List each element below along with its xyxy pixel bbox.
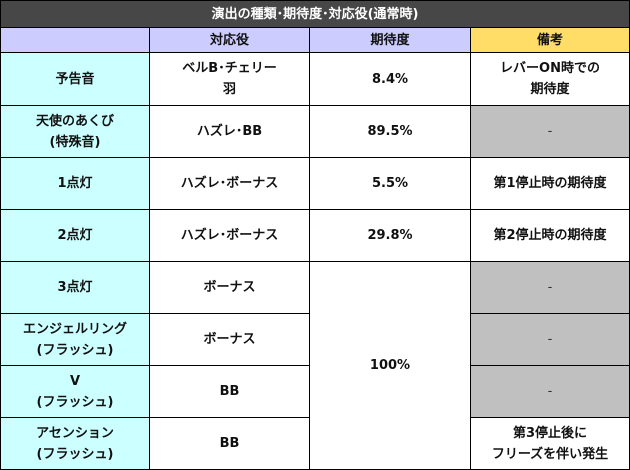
- header-role: 対応役: [149, 27, 310, 53]
- note-cell: 第1停止時の期待度: [469, 157, 630, 210]
- note-cell: 第2停止時の期待度: [469, 209, 630, 262]
- table-row: エンジェルリング (フラッシュ) ボーナス -: [0, 313, 630, 366]
- role-line: ベルB･チェリー: [182, 61, 277, 76]
- header-expectation: 期待度: [309, 27, 471, 53]
- expectation-cell-merged: 100%: [309, 261, 471, 470]
- row-label: アセンション (フラッシュ): [0, 417, 150, 470]
- row-label-line: 2点灯: [57, 228, 93, 243]
- row-label-line: 予告音: [55, 71, 95, 87]
- note-dash: -: [547, 384, 553, 399]
- role-cell: BB: [149, 365, 310, 418]
- header-note: 備考: [469, 27, 630, 53]
- role-cell: ハズレ･BB: [149, 105, 310, 158]
- table-row: 天使のあくび (特殊音) ハズレ･BB 89.5% -: [0, 105, 630, 158]
- row-label-line: エンジェルリング: [22, 321, 127, 337]
- role-line: ボーナス: [203, 280, 256, 295]
- note-dash: -: [547, 124, 553, 139]
- row-label: エンジェルリング (フラッシュ): [0, 313, 150, 366]
- row-label: 1点灯: [0, 157, 150, 210]
- note-cell-empty: -: [469, 261, 630, 314]
- role-line: 羽: [222, 82, 236, 97]
- row-label-line: (フラッシュ): [36, 394, 114, 410]
- table-title: 演出の種類･期待度･対応役(通常時): [0, 0, 630, 28]
- row-label-line: 3点灯: [57, 280, 93, 295]
- role-cell: ボーナス: [149, 313, 310, 366]
- role-cell: ハズレ･ボーナス: [149, 209, 310, 262]
- note-dash: -: [547, 332, 553, 347]
- note-line: 第1停止時の期待度: [493, 176, 607, 191]
- row-label-line: V: [69, 373, 81, 389]
- table-row: 2点灯 ハズレ･ボーナス 29.8% 第2停止時の期待度: [0, 209, 630, 262]
- row-label: V (フラッシュ): [0, 365, 150, 418]
- expectation-cell: 89.5%: [309, 105, 471, 158]
- row-label-line: (特殊音): [49, 134, 101, 150]
- row-label-line: (フラッシュ): [36, 342, 114, 358]
- table-row: アセンション (フラッシュ) BB 第3停止後に フリーズを伴い発生: [0, 417, 630, 470]
- row-label-line: (フラッシュ): [36, 446, 114, 462]
- note-cell-empty: -: [469, 105, 630, 158]
- note-line: 期待度: [530, 82, 570, 97]
- table-row: 1点灯 ハズレ･ボーナス 5.5% 第1停止時の期待度: [0, 157, 630, 210]
- role-cell: ボーナス: [149, 261, 310, 314]
- row-label: 3点灯: [0, 261, 150, 314]
- role-line: ボーナス: [203, 332, 256, 347]
- table-row: 予告音 ベルB･チェリー 羽 8.4% レバーON時での 期待度: [0, 52, 630, 106]
- row-label-line: アセンション: [36, 425, 114, 441]
- note-line: レバーON時での: [500, 61, 600, 76]
- role-line: BB: [219, 436, 240, 451]
- role-line: ハズレ･BB: [196, 124, 263, 139]
- note-line: 第2停止時の期待度: [493, 228, 607, 243]
- header-blank: [0, 27, 150, 53]
- role-line: BB: [219, 384, 240, 399]
- note-dash: -: [547, 280, 553, 295]
- note-cell: 第3停止後に フリーズを伴い発生: [469, 417, 630, 470]
- row-label-line: 天使のあくび: [35, 113, 114, 129]
- role-cell: ハズレ･ボーナス: [149, 157, 310, 210]
- role-line: ハズレ･ボーナス: [180, 176, 279, 191]
- role-cell: BB: [149, 417, 310, 470]
- row-label: 2点灯: [0, 209, 150, 262]
- table-row: V (フラッシュ) BB -: [0, 365, 630, 418]
- table-row: 3点灯 ボーナス 100% -: [0, 261, 630, 470]
- expectation-cell: 29.8%: [309, 209, 471, 262]
- note-cell-empty: -: [469, 365, 630, 418]
- row-label: 予告音: [0, 52, 150, 106]
- note-cell: レバーON時での 期待度: [469, 52, 630, 106]
- role-line: ハズレ･ボーナス: [180, 228, 279, 243]
- row-label: 天使のあくび (特殊音): [0, 105, 150, 158]
- role-cell: ベルB･チェリー 羽: [149, 52, 310, 106]
- expectation-cell: 8.4%: [309, 52, 471, 106]
- note-line: フリーズを伴い発生: [491, 446, 609, 462]
- expectation-cell: 5.5%: [309, 157, 471, 210]
- row-label-line: 1点灯: [57, 176, 93, 191]
- note-line: 第3停止後に: [512, 425, 588, 441]
- note-cell-empty: -: [469, 313, 630, 366]
